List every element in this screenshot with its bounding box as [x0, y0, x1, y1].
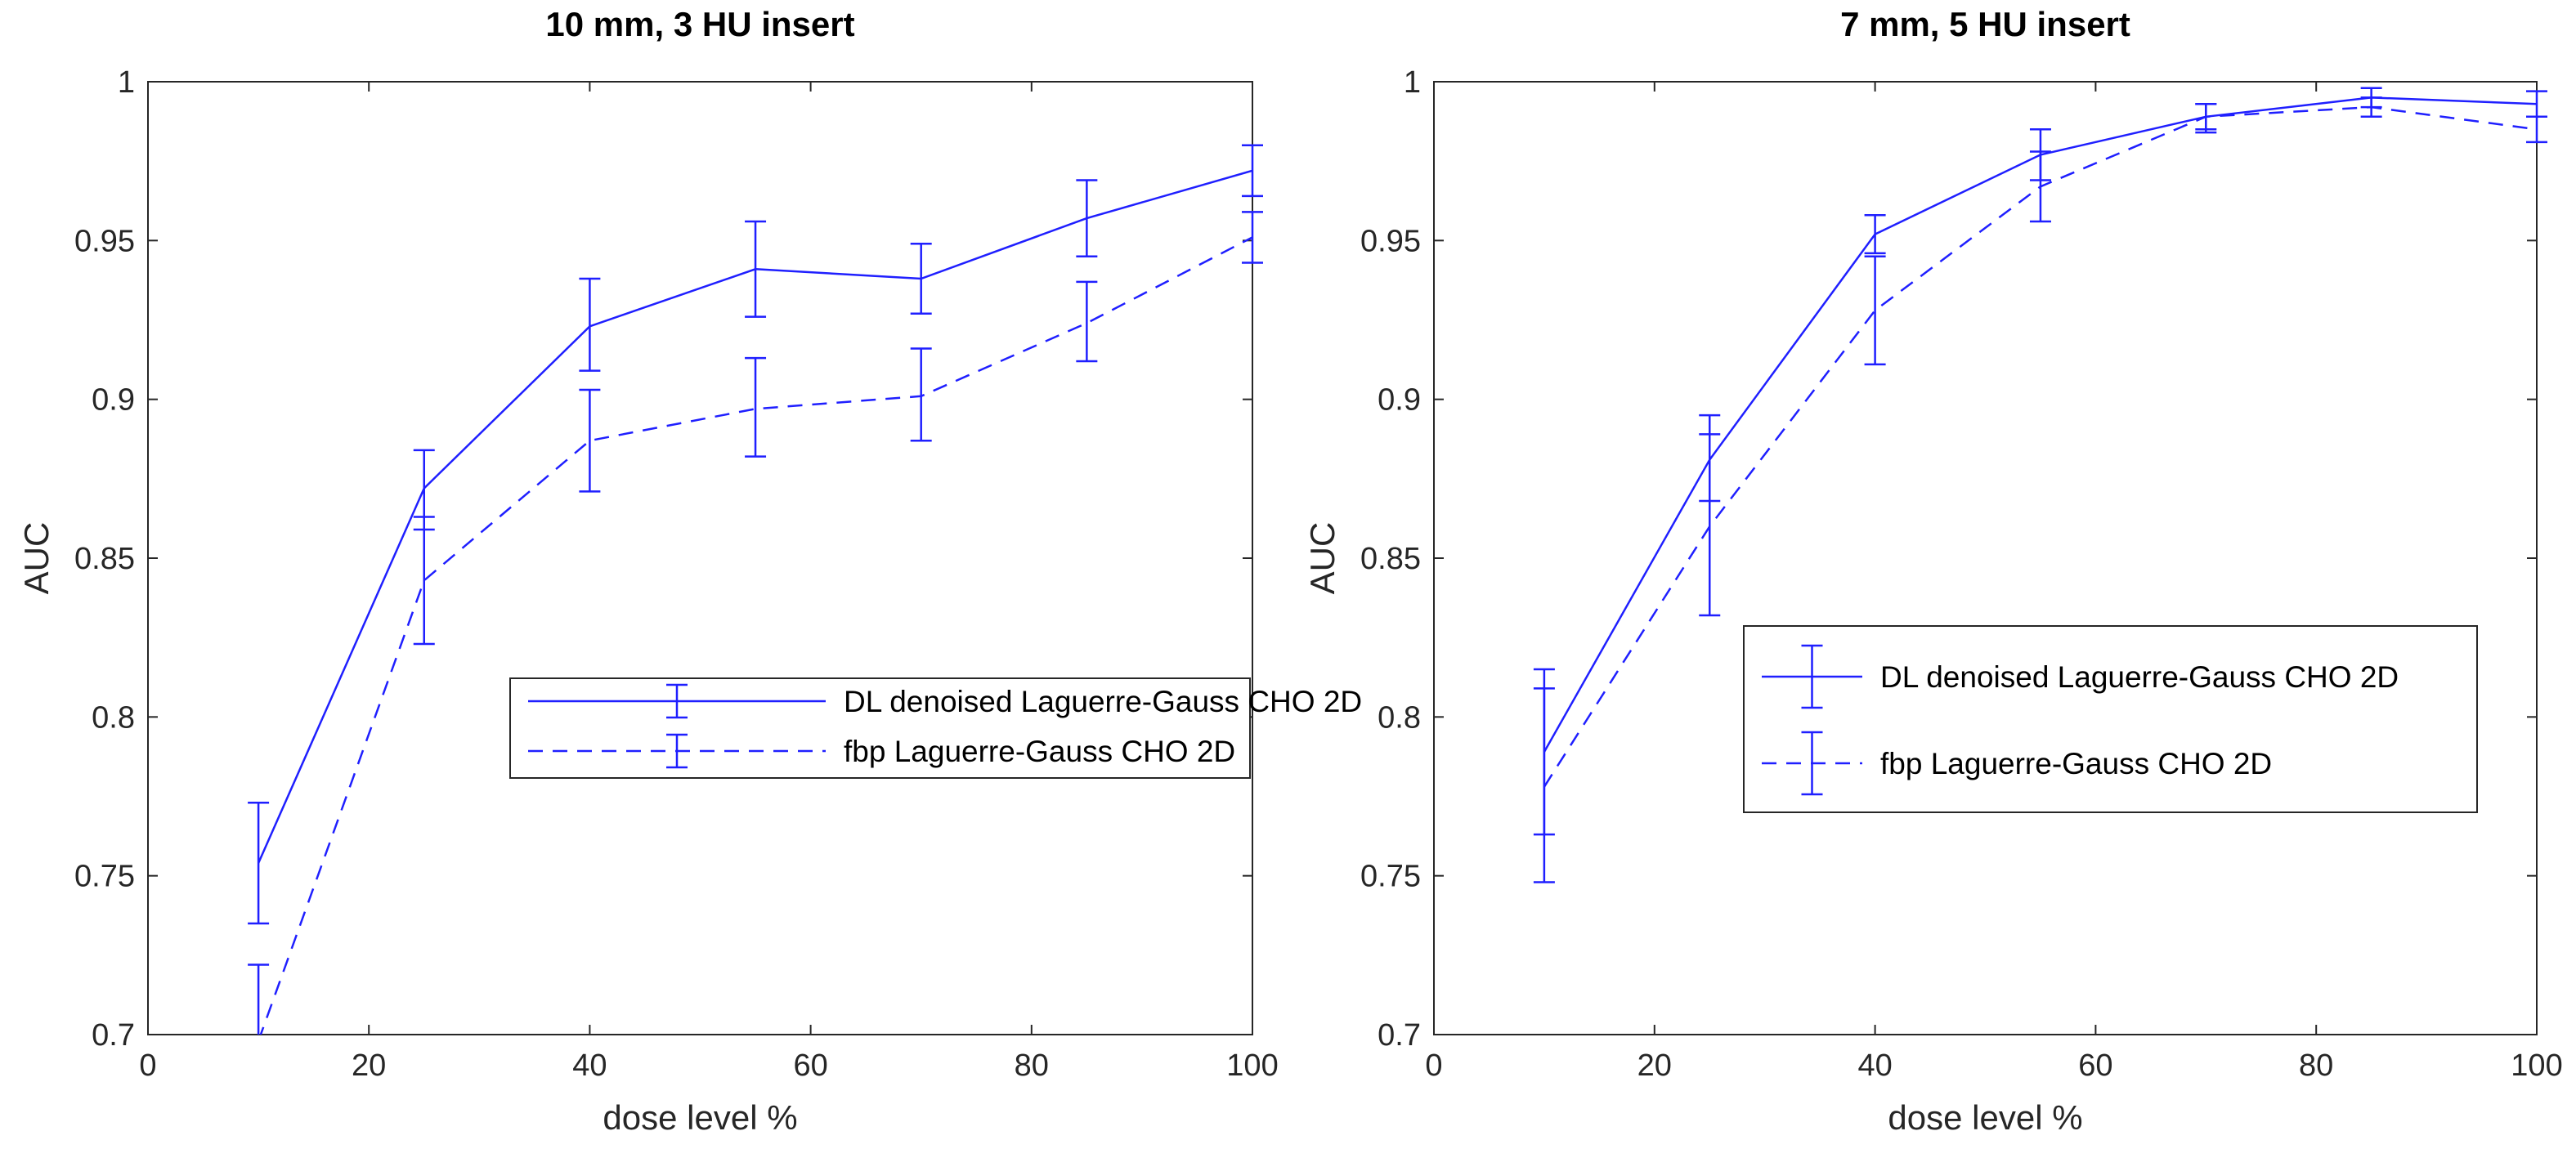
x-axis-title: dose level % [603, 1098, 797, 1137]
x-tick-label: 0 [1425, 1048, 1442, 1083]
x-tick-label: 40 [572, 1048, 607, 1083]
x-tick-label: 60 [793, 1048, 827, 1083]
data-point [2371, 106, 2372, 108]
y-tick-label: 0.9 [92, 383, 135, 418]
y-tick-label: 0.85 [74, 542, 135, 576]
legend-box [509, 677, 1251, 779]
error-bar [1242, 144, 1263, 198]
chart-panel-1: 0 20 40 60 80 100 0.7 0.75 0.8 0.85 0.9 0.95 1 10 mm,… [17, 5, 1362, 1137]
y-axis-title: AUC [17, 522, 56, 595]
x-tick-label: 80 [2299, 1048, 2333, 1083]
data-point [258, 1040, 259, 1041]
y-axis-title: AUC [1303, 522, 1342, 595]
data-point [1252, 236, 1253, 238]
x-tick-label: 0 [139, 1048, 156, 1083]
data-point [2536, 128, 2538, 130]
legend-item-2: fbp Laguerre-Gauss CHO 2D [1762, 731, 2272, 796]
error-bar [2029, 150, 2051, 223]
error-bar [1242, 211, 1263, 264]
data-point [2536, 103, 2538, 105]
legend-label: fbp Laguerre-Gauss CHO 2D [844, 735, 1235, 768]
data-point [258, 862, 259, 864]
y-tick-label: 0.95 [74, 224, 135, 258]
data-point [2040, 186, 2041, 187]
data-point [1252, 170, 1253, 172]
chart-title: 10 mm, 3 HU insert [545, 5, 854, 43]
legend: DL denoised Laguerre-Gauss CHO 2D fbp Lag… [1743, 625, 2478, 813]
error-bar [910, 242, 932, 315]
error-bar [1533, 687, 1555, 883]
x-tick-label: 20 [1637, 1048, 1672, 1083]
error-bar [2360, 96, 2382, 118]
y-tick-label: 1 [1404, 65, 1421, 100]
x-tick-label: 20 [352, 1048, 386, 1083]
error-bar [248, 963, 270, 1041]
legend-box [1743, 625, 2478, 813]
x-axis-title: dose level % [1888, 1098, 2082, 1137]
error-bar [1864, 213, 1886, 255]
error-bar [579, 277, 601, 372]
chart-panel-2: 0 20 40 60 80 100 0.7 0.75 0.8 0.85 0.9 0.95 1 7 mm, … [1303, 5, 2563, 1137]
legend-label: DL denoised Laguerre-Gauss CHO 2D [1880, 660, 2399, 694]
x-tick-label: 100 [1226, 1048, 1278, 1083]
legend-item-1: DL denoised Laguerre-Gauss CHO 2D [528, 683, 1362, 719]
x-tick-label: 40 [1857, 1048, 1892, 1083]
error-bar [1699, 433, 1721, 617]
x-tick-label: 80 [1015, 1048, 1049, 1083]
data-point [1086, 217, 1087, 219]
error-bar [1076, 280, 1098, 363]
plot-area-box [1433, 81, 2538, 1035]
y-tick-label: 0.8 [92, 700, 135, 735]
y-tick-label: 0.75 [74, 860, 135, 894]
data-point [755, 268, 756, 270]
error-bar [579, 388, 601, 493]
error-bar [745, 356, 767, 458]
error-bar [745, 220, 767, 318]
error-bar [2195, 102, 2217, 134]
legend: DL denoised Laguerre-Gauss CHO 2D fbp Lag… [509, 677, 1362, 779]
data-point [1086, 322, 1087, 324]
data-point [423, 579, 425, 581]
error-bar [1076, 179, 1098, 258]
error-bar [413, 516, 435, 646]
legend-label: fbp Laguerre-Gauss CHO 2D [1880, 747, 2272, 780]
error-bar [910, 347, 932, 442]
y-tick-label: 0.7 [1378, 1018, 1421, 1053]
data-layer [248, 144, 1263, 1041]
legend-label: DL denoised Laguerre-Gauss CHO 2D [844, 685, 1362, 718]
legend-item-1: DL denoised Laguerre-Gauss CHO 2D [1762, 644, 2399, 709]
y-tick-label: 0.75 [1360, 860, 1421, 894]
y-tick-label: 1 [118, 65, 135, 100]
data-point [589, 440, 590, 441]
data-point [589, 325, 590, 327]
legend-item-2: fbp Laguerre-Gauss CHO 2D [528, 733, 1235, 769]
data-point [1543, 786, 1545, 788]
x-tick-label: 100 [2511, 1048, 2562, 1083]
chart-title: 7 mm, 5 HU insert [1840, 5, 2130, 43]
data-point [1709, 525, 1710, 527]
y-tick-label: 0.7 [92, 1018, 135, 1053]
data-point [423, 487, 425, 489]
plot-area-box [147, 81, 1253, 1035]
error-bar [1864, 255, 1886, 366]
data-layer [1533, 87, 2547, 883]
error-bar [2526, 115, 2547, 144]
y-tick-label: 0.95 [1360, 224, 1421, 258]
error-bar [248, 802, 270, 925]
y-tick-label: 0.85 [1360, 542, 1421, 576]
x-tick-label: 60 [2078, 1048, 2112, 1083]
y-tick-label: 0.9 [1378, 383, 1421, 418]
y-tick-label: 0.8 [1378, 700, 1421, 735]
